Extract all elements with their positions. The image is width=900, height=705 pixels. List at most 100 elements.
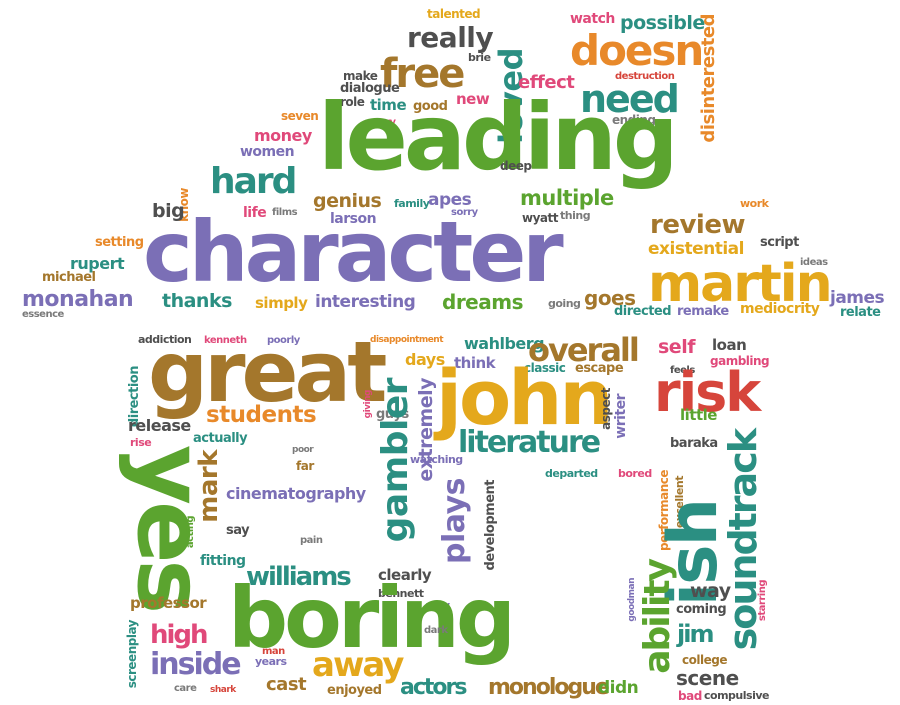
word-relate: relate <box>840 305 881 320</box>
word-make: make <box>343 69 378 83</box>
word-monologue: monologue <box>488 675 610 700</box>
word-guys: guys <box>376 407 409 422</box>
word-deep: deep <box>500 159 532 173</box>
word-michael: michael <box>42 270 96 285</box>
word-poor: poor <box>292 445 314 455</box>
word-time: time <box>370 96 407 114</box>
word-cinematography: cinematography <box>226 484 366 503</box>
word-seven: seven <box>281 109 319 123</box>
word-escape: escape <box>575 361 624 376</box>
word-pain: pain <box>300 535 323 546</box>
word-ability: ability <box>637 560 678 674</box>
word-scene: scene <box>676 666 739 690</box>
word-disappointment: disappointment <box>370 335 444 345</box>
word-rise: rise <box>130 436 152 449</box>
word-kenneth: kenneth <box>204 335 247 346</box>
word-effect: effect <box>518 72 575 93</box>
word-students: students <box>206 402 317 428</box>
word-multiple: multiple <box>520 186 614 210</box>
word-release: release <box>128 416 191 435</box>
word-women: women <box>240 144 295 160</box>
word-wyatt: wyatt <box>522 211 558 225</box>
word-need: need <box>580 77 680 121</box>
word-far: far <box>296 459 314 473</box>
word-james: james <box>830 288 885 308</box>
word-writer: writer <box>613 394 629 439</box>
word-compulsive: compulsive <box>704 689 769 702</box>
word-man: man <box>262 646 285 657</box>
word-way: way <box>690 580 731 602</box>
word-destruction: destruction <box>615 71 675 82</box>
word-money: money <box>254 126 312 145</box>
word-cast: cast <box>266 674 307 695</box>
word-loan: loan <box>712 336 747 354</box>
word-simply: simply <box>255 294 308 312</box>
word-dialogue: dialogue <box>340 81 400 96</box>
word-sorry: sorry <box>451 207 478 218</box>
word-existential: existential <box>648 239 744 259</box>
word-apes: apes <box>428 190 472 210</box>
word-role: role <box>340 95 365 109</box>
word-boring: boring <box>228 569 516 667</box>
word-plays: plays <box>437 478 472 564</box>
word-life: life <box>243 205 267 221</box>
word-actually: actually <box>193 431 248 446</box>
word-feels: feels <box>670 365 695 376</box>
word-away: away <box>312 645 404 685</box>
word-thanks: thanks <box>162 290 232 312</box>
word-baraka: baraka <box>670 436 718 451</box>
word-doesn: doesn <box>570 26 704 75</box>
word-work: work <box>740 197 769 210</box>
word-screenplay: screenplay <box>125 620 139 689</box>
word-years: years <box>255 655 287 668</box>
word-script: script <box>760 235 799 250</box>
word-ideas: ideas <box>800 257 828 268</box>
word-gambler: gambler <box>375 378 416 543</box>
word-didn: didn <box>598 678 639 698</box>
word-directed: directed <box>614 304 672 319</box>
word-leading: leading <box>318 84 679 191</box>
word-departed: departed <box>545 467 598 480</box>
word-williams: williams <box>246 562 352 592</box>
word-giving: giving <box>363 390 373 419</box>
word-dark: dark <box>424 625 448 636</box>
word-bennett: bennett <box>378 587 424 600</box>
word-john: john <box>436 353 613 442</box>
word-think: think <box>454 354 496 372</box>
word-good: good <box>413 99 448 114</box>
word-poorly: poorly <box>267 335 300 346</box>
word-new: new <box>456 90 490 108</box>
word-setting: setting <box>95 235 144 250</box>
word-risk: risk <box>654 361 761 424</box>
word-gambling: gambling <box>710 354 770 368</box>
word-literature: literature <box>458 425 601 460</box>
word-interesting: interesting <box>315 292 416 312</box>
word-yes: yes <box>117 445 224 611</box>
word-watching: watching <box>410 453 463 466</box>
word-possible: possible <box>620 12 705 34</box>
word-monahan: monahan <box>22 287 134 312</box>
word-days: days <box>405 350 445 369</box>
word-martin: martin <box>648 254 833 314</box>
word-watch: watch <box>570 11 615 27</box>
word-say: say <box>226 523 250 538</box>
word-coming: coming <box>676 602 727 617</box>
word-fitting: fitting <box>200 553 246 569</box>
word-dreams: dreams <box>442 290 523 314</box>
word-enjoyed: enjoyed <box>327 683 382 698</box>
word-hard: hard <box>210 161 297 202</box>
word-aspect: aspect <box>599 388 613 430</box>
word-review: review <box>650 210 745 240</box>
word-disinterested: disinterested <box>698 14 719 143</box>
word-ending: ending <box>612 113 656 127</box>
word-thing: thing <box>560 209 591 222</box>
word-family: family <box>394 197 430 210</box>
word-big: big <box>152 200 185 222</box>
word-care: care <box>174 683 197 694</box>
word-inside: inside <box>150 647 242 682</box>
word-acting: acting <box>185 516 196 549</box>
word-goodman: goodman <box>627 578 637 622</box>
word-starring: starring <box>757 580 768 622</box>
word-extremely: extremely <box>415 378 437 482</box>
